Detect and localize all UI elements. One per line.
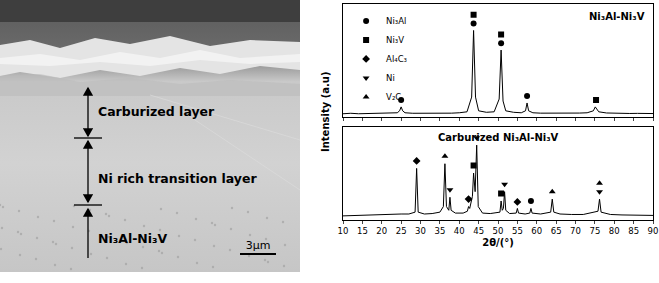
svg-text:Ni₃Al-Ni₃V: Ni₃Al-Ni₃V: [589, 11, 645, 22]
svg-text:3μm: 3μm: [246, 239, 271, 252]
svg-text:Ni₃Al: Ni₃Al: [386, 16, 406, 26]
svg-text:40: 40: [454, 226, 465, 236]
svg-text:Ni₃Al-Ni₃V: Ni₃Al-Ni₃V: [98, 231, 168, 246]
svg-text:20: 20: [376, 226, 387, 236]
svg-text:45: 45: [473, 226, 484, 236]
svg-text:35: 35: [434, 226, 445, 236]
svg-text:Ni rich transition layer: Ni rich transition layer: [98, 171, 257, 186]
svg-text:70: 70: [570, 226, 581, 236]
svg-text:85: 85: [628, 226, 639, 236]
svg-text:Ni₃V: Ni₃V: [386, 35, 404, 45]
svg-text:65: 65: [551, 226, 562, 236]
svg-text:50: 50: [493, 226, 504, 236]
svg-text:55: 55: [512, 226, 523, 236]
svg-text:Ni: Ni: [386, 73, 395, 83]
svg-text:75: 75: [589, 226, 600, 236]
svg-text:15: 15: [357, 226, 368, 236]
svg-text:Carburized layer: Carburized layer: [98, 104, 215, 119]
svg-text:V₂C: V₂C: [386, 92, 401, 102]
svg-text:25: 25: [396, 226, 407, 236]
svg-text:2θ/(°): 2θ/(°): [482, 237, 514, 248]
svg-text:60: 60: [531, 226, 542, 236]
svg-text:90: 90: [648, 226, 659, 236]
svg-text:10: 10: [338, 226, 349, 236]
svg-text:80: 80: [609, 226, 620, 236]
svg-text:Carburized Ni₃Al-Ni₃V: Carburized Ni₃Al-Ni₃V: [438, 132, 559, 143]
svg-text:Intensity (a.u): Intensity (a.u): [320, 72, 331, 153]
svg-text:Al₄C₃: Al₄C₃: [386, 54, 407, 64]
svg-text:30: 30: [415, 226, 426, 236]
